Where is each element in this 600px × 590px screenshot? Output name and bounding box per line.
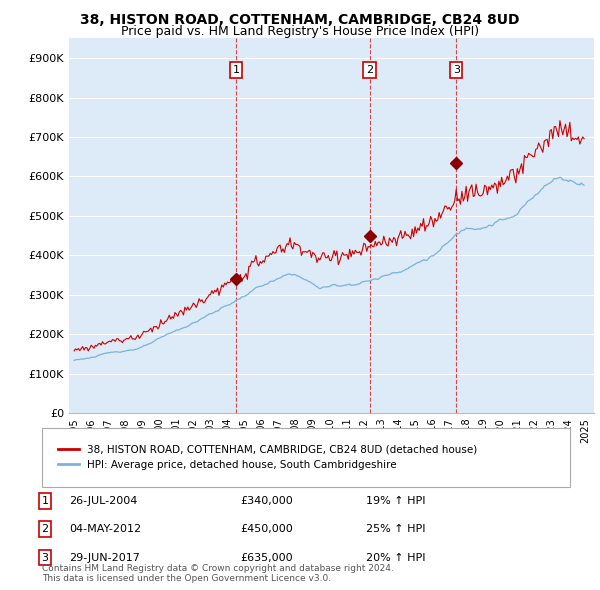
Text: Price paid vs. HM Land Registry's House Price Index (HPI): Price paid vs. HM Land Registry's House … <box>121 25 479 38</box>
Text: £635,000: £635,000 <box>240 553 293 562</box>
Legend: 38, HISTON ROAD, COTTENHAM, CAMBRIDGE, CB24 8UD (detached house), HPI: Average p: 38, HISTON ROAD, COTTENHAM, CAMBRIDGE, C… <box>52 440 482 475</box>
Text: 25% ↑ HPI: 25% ↑ HPI <box>366 525 425 534</box>
Text: 26-JUL-2004: 26-JUL-2004 <box>69 496 137 506</box>
Text: £450,000: £450,000 <box>240 525 293 534</box>
Text: 29-JUN-2017: 29-JUN-2017 <box>69 553 140 562</box>
Text: 2: 2 <box>41 525 49 534</box>
Text: 3: 3 <box>41 553 49 562</box>
Text: 38, HISTON ROAD, COTTENHAM, CAMBRIDGE, CB24 8UD: 38, HISTON ROAD, COTTENHAM, CAMBRIDGE, C… <box>80 13 520 27</box>
Text: 19% ↑ HPI: 19% ↑ HPI <box>366 496 425 506</box>
FancyBboxPatch shape <box>42 428 570 487</box>
Text: Contains HM Land Registry data © Crown copyright and database right 2024.
This d: Contains HM Land Registry data © Crown c… <box>42 563 394 583</box>
Text: 20% ↑ HPI: 20% ↑ HPI <box>366 553 425 562</box>
Text: 1: 1 <box>233 65 239 75</box>
Text: 04-MAY-2012: 04-MAY-2012 <box>69 525 141 534</box>
Text: 2: 2 <box>366 65 373 75</box>
Text: 3: 3 <box>453 65 460 75</box>
Text: 1: 1 <box>41 496 49 506</box>
Text: £340,000: £340,000 <box>240 496 293 506</box>
